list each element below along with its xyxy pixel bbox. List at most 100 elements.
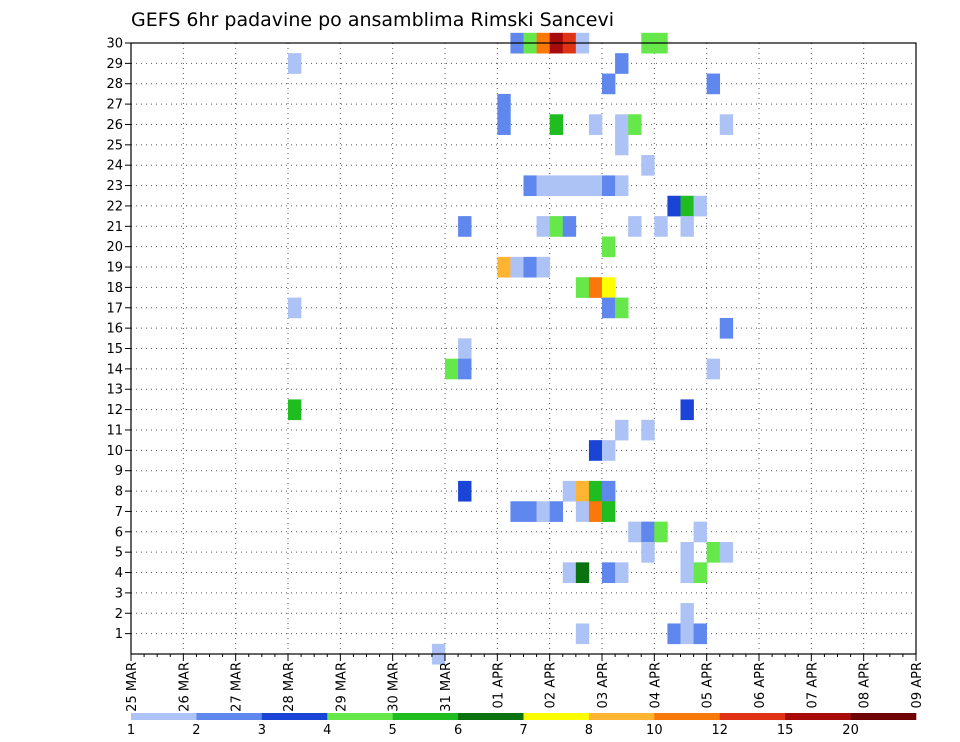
heatmap-cell <box>719 114 734 135</box>
y-tick-label: 4 <box>115 566 123 581</box>
heatmap-cell <box>628 216 642 237</box>
heatmap-cell <box>680 623 694 645</box>
x-tick-label: 27 MAR <box>230 662 245 712</box>
colorbar-swatch <box>850 713 917 720</box>
heatmap-cell <box>615 297 629 319</box>
heatmap-cell <box>641 541 655 563</box>
y-tick-label: 14 <box>106 362 123 377</box>
heatmap-cell <box>523 256 537 278</box>
heatmap-cell <box>654 521 668 543</box>
heatmap-cell <box>615 114 629 135</box>
x-tick-label: 05 APR <box>701 662 716 708</box>
heatmap-cell <box>575 501 590 522</box>
y-tick-label: 24 <box>106 159 123 174</box>
heatmap-cell <box>706 541 721 563</box>
heatmap-cell <box>602 236 616 258</box>
y-tick-label: 3 <box>115 586 123 601</box>
x-tick-label: 07 APR <box>805 662 820 708</box>
heatmap-cell <box>288 53 302 74</box>
heatmap-cell <box>445 358 459 380</box>
y-tick-label: 2 <box>115 607 123 622</box>
heatmap-cell <box>693 521 707 543</box>
colorbar-swatch <box>719 713 786 720</box>
heatmap-cell <box>706 358 721 380</box>
heatmap-cell <box>615 53 629 74</box>
heatmap-cell <box>602 297 616 319</box>
y-tick-label: 18 <box>106 281 123 296</box>
heatmap-cell <box>562 175 577 197</box>
colorbar-label: 7 <box>519 723 527 738</box>
colorbar-label: 6 <box>454 723 462 738</box>
colorbar-swatch <box>196 713 263 720</box>
x-tick-label: 28 MAR <box>282 662 297 712</box>
heatmap-cell <box>562 480 577 502</box>
heatmap-cell <box>458 216 472 237</box>
y-tick-label: 16 <box>106 322 123 337</box>
x-tick-label: 25 MAR <box>125 662 140 712</box>
x-axis-ticks: 25 MAR 26 MAR 27 MAR 28 MAR 29 MAR 30 MAR 31 M… <box>125 654 925 712</box>
colorbar-swatch <box>458 713 524 720</box>
heatmap-cell <box>523 501 537 522</box>
colorbar-label: 8 <box>585 723 593 738</box>
x-tick-label: 30 MAR <box>387 662 402 712</box>
heatmap-cell <box>719 541 734 563</box>
heatmap-cell <box>588 501 603 522</box>
y-tick-label: 11 <box>106 423 123 438</box>
heatmap-cell <box>549 175 564 197</box>
heatmap-cell <box>458 358 472 380</box>
heatmap-cell <box>288 399 302 421</box>
heatmap-cell <box>706 73 721 95</box>
colorbar-label: 10 <box>646 723 663 738</box>
x-tick-label: 04 APR <box>648 662 663 708</box>
y-tick-label: 20 <box>106 240 123 255</box>
y-tick-label: 29 <box>106 57 123 72</box>
colorbar-swatch <box>588 713 655 720</box>
heatmap-cell <box>510 501 524 522</box>
colorbar-swatch <box>523 713 590 720</box>
y-tick-label: 6 <box>115 525 123 540</box>
y-tick-label: 13 <box>106 383 123 398</box>
heatmap-cell <box>523 175 537 197</box>
heatmap-cell <box>602 440 616 461</box>
y-tick-label: 30 <box>106 37 123 52</box>
heatmap-cell <box>575 277 590 298</box>
heatmap-cell <box>575 480 590 502</box>
y-tick-label: 27 <box>106 98 123 113</box>
heatmap-cell <box>458 480 472 502</box>
heatmap-cell <box>497 256 511 278</box>
heatmap-cell <box>641 521 655 543</box>
colorbar-swatch <box>261 713 328 720</box>
y-tick-label: 1 <box>115 627 123 642</box>
x-tick-label: 26 MAR <box>177 662 192 712</box>
y-tick-label: 17 <box>106 301 123 316</box>
heatmap-cell <box>602 480 616 502</box>
colorbar-swatch <box>785 713 851 720</box>
heatmap-cell <box>536 256 550 278</box>
heatmap-cell <box>628 114 642 135</box>
heatmap-cell <box>641 419 655 441</box>
y-tick-label: 7 <box>115 505 123 520</box>
y-tick-label: 26 <box>106 118 123 133</box>
heatmap-cell <box>588 480 603 502</box>
heatmap-cell <box>536 175 550 197</box>
heatmap-cell <box>628 521 642 543</box>
heatmap-cell <box>680 603 694 624</box>
y-tick-label: 8 <box>115 485 123 500</box>
heatmap-cell <box>680 541 694 563</box>
x-tick-label: 31 MAR <box>439 662 454 712</box>
colorbar-label: 12 <box>711 723 728 738</box>
heatmap-cell <box>693 195 707 217</box>
y-tick-label: 15 <box>106 342 123 357</box>
y-tick-label: 10 <box>106 444 123 459</box>
heatmap-cell <box>641 155 655 176</box>
colorbar-label: 1 <box>127 723 135 738</box>
colorbar-swatch <box>654 713 721 720</box>
heatmap-cell <box>615 562 629 584</box>
heatmap-cell <box>588 277 603 298</box>
heatmap-cell <box>602 175 616 197</box>
heatmap-cell <box>693 623 707 645</box>
x-tick-label: 06 APR <box>753 662 768 708</box>
heatmap-cell <box>680 399 694 421</box>
heatmap-cell <box>602 562 616 584</box>
colorbar-label: 4 <box>323 723 331 738</box>
